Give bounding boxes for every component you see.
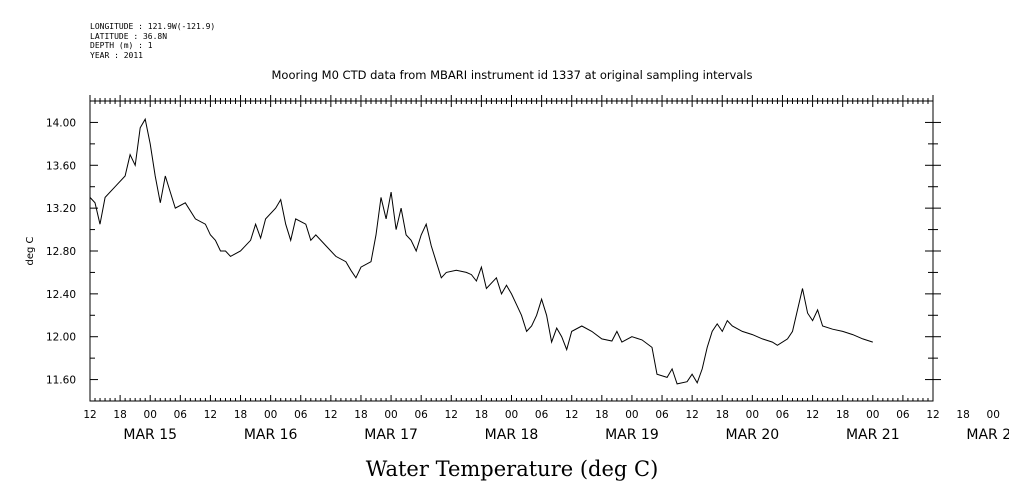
- x-tick-label: 06: [896, 409, 910, 421]
- x-tick-label: 06: [655, 409, 669, 421]
- x-tick-label: 06: [535, 409, 549, 421]
- day-labels: MAR 15 MAR 16 MAR 17 MAR 18 MAR 19 MAR 20 MAR …: [123, 427, 1009, 443]
- axis-ticks: [89, 95, 941, 401]
- x-tick-label: 18: [956, 409, 969, 421]
- y-tick-label: 14.00: [46, 117, 76, 129]
- x-tick-label: 12: [685, 409, 698, 421]
- day-label: MAR 21: [846, 427, 900, 443]
- day-label: MAR 16: [244, 427, 298, 443]
- x-tick-label: 12: [445, 409, 458, 421]
- day-label: MAR 22: [966, 427, 1009, 443]
- day-label: MAR 18: [485, 427, 539, 443]
- y-tick-label: 13.20: [46, 203, 76, 215]
- latitude-label: LATITUDE : 36.8N: [90, 31, 168, 41]
- station-metadata: LONGITUDE : 121.9W(-121.9) LATITUDE : 36…: [90, 22, 215, 60]
- y-tick-label: 13.60: [46, 160, 76, 172]
- plot-frame: [89, 100, 934, 402]
- x-tick-label: 06: [294, 409, 308, 421]
- x-tick-label: 12: [83, 409, 96, 421]
- x-tick-label: 18: [234, 409, 247, 421]
- x-tick-label: 18: [595, 409, 608, 421]
- x-tick-label: 00: [505, 409, 518, 421]
- water-temperature-line: [89, 117, 873, 385]
- y-tick-label: 12.80: [46, 246, 76, 258]
- x-tick-label: 00: [384, 409, 397, 421]
- x-tick-label: 18: [113, 409, 126, 421]
- x-tick-label: 00: [866, 409, 879, 421]
- y-tick-label: 11.60: [46, 375, 76, 387]
- x-axis-label: Water Temperature (deg C): [366, 457, 659, 481]
- x-tick-label: 12: [806, 409, 819, 421]
- day-label: MAR 17: [364, 427, 418, 443]
- x-tick-label: 06: [414, 409, 428, 421]
- x-tick-label: 18: [475, 409, 488, 421]
- longitude-label: LONGITUDE : 121.9W(-121.9): [90, 22, 216, 31]
- x-tick-label: 12: [324, 409, 337, 421]
- x-tick-label: 18: [836, 409, 849, 421]
- day-label: MAR 20: [726, 427, 780, 443]
- x-tick-label: 06: [776, 409, 790, 421]
- x-tick-label: 12: [565, 409, 578, 421]
- year-label: YEAR : 2011: [90, 50, 143, 60]
- x-tick-label: 12: [204, 409, 217, 421]
- x-tick-label: 00: [264, 409, 277, 421]
- y-tick-labels: 11.60 12.00 12.40 12.80 13.20 13.60 14.00: [46, 117, 76, 386]
- x-tick-label: 18: [354, 409, 367, 421]
- y-axis-label: deg C: [25, 236, 36, 265]
- x-tick-label: 06: [174, 409, 188, 421]
- day-label: MAR 19: [605, 427, 659, 443]
- x-tick-labels: 12 18 00 06 12 18 00 06 12 18 00 06 12 18 00 06 12 18 00 06…: [83, 409, 1000, 421]
- x-tick-label: 00: [144, 409, 157, 421]
- y-tick-label: 12.40: [46, 289, 76, 301]
- day-label: MAR 15: [123, 427, 177, 443]
- x-tick-label: 00: [625, 409, 638, 421]
- x-tick-label: 12: [926, 409, 939, 421]
- x-tick-label: 18: [716, 409, 729, 421]
- x-tick-label: 00: [746, 409, 759, 421]
- y-tick-label: 12.00: [46, 332, 76, 344]
- x-tick-label: 00: [987, 409, 1000, 421]
- chart-title: Mooring M0 CTD data from MBARI instrumen…: [272, 68, 753, 82]
- depth-label: DEPTH (m) : 1: [90, 41, 153, 50]
